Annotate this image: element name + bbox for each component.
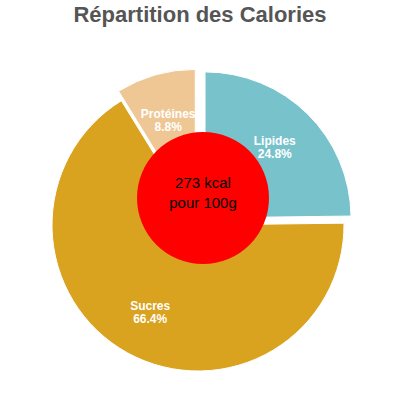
html-text:Répartition des Calories: Répartition des Calories [73,2,327,27]
svg-text:Lipides24.8%: Lipides24.8% [254,134,296,161]
svg-text:Protéines8.8%: Protéines8.8% [141,107,196,134]
svg-text:273 kcal: 273 kcal [175,174,231,191]
svg-text:pour 100g: pour 100g [169,194,237,211]
svg-text:Sucres66.4%: Sucres66.4% [130,299,170,326]
